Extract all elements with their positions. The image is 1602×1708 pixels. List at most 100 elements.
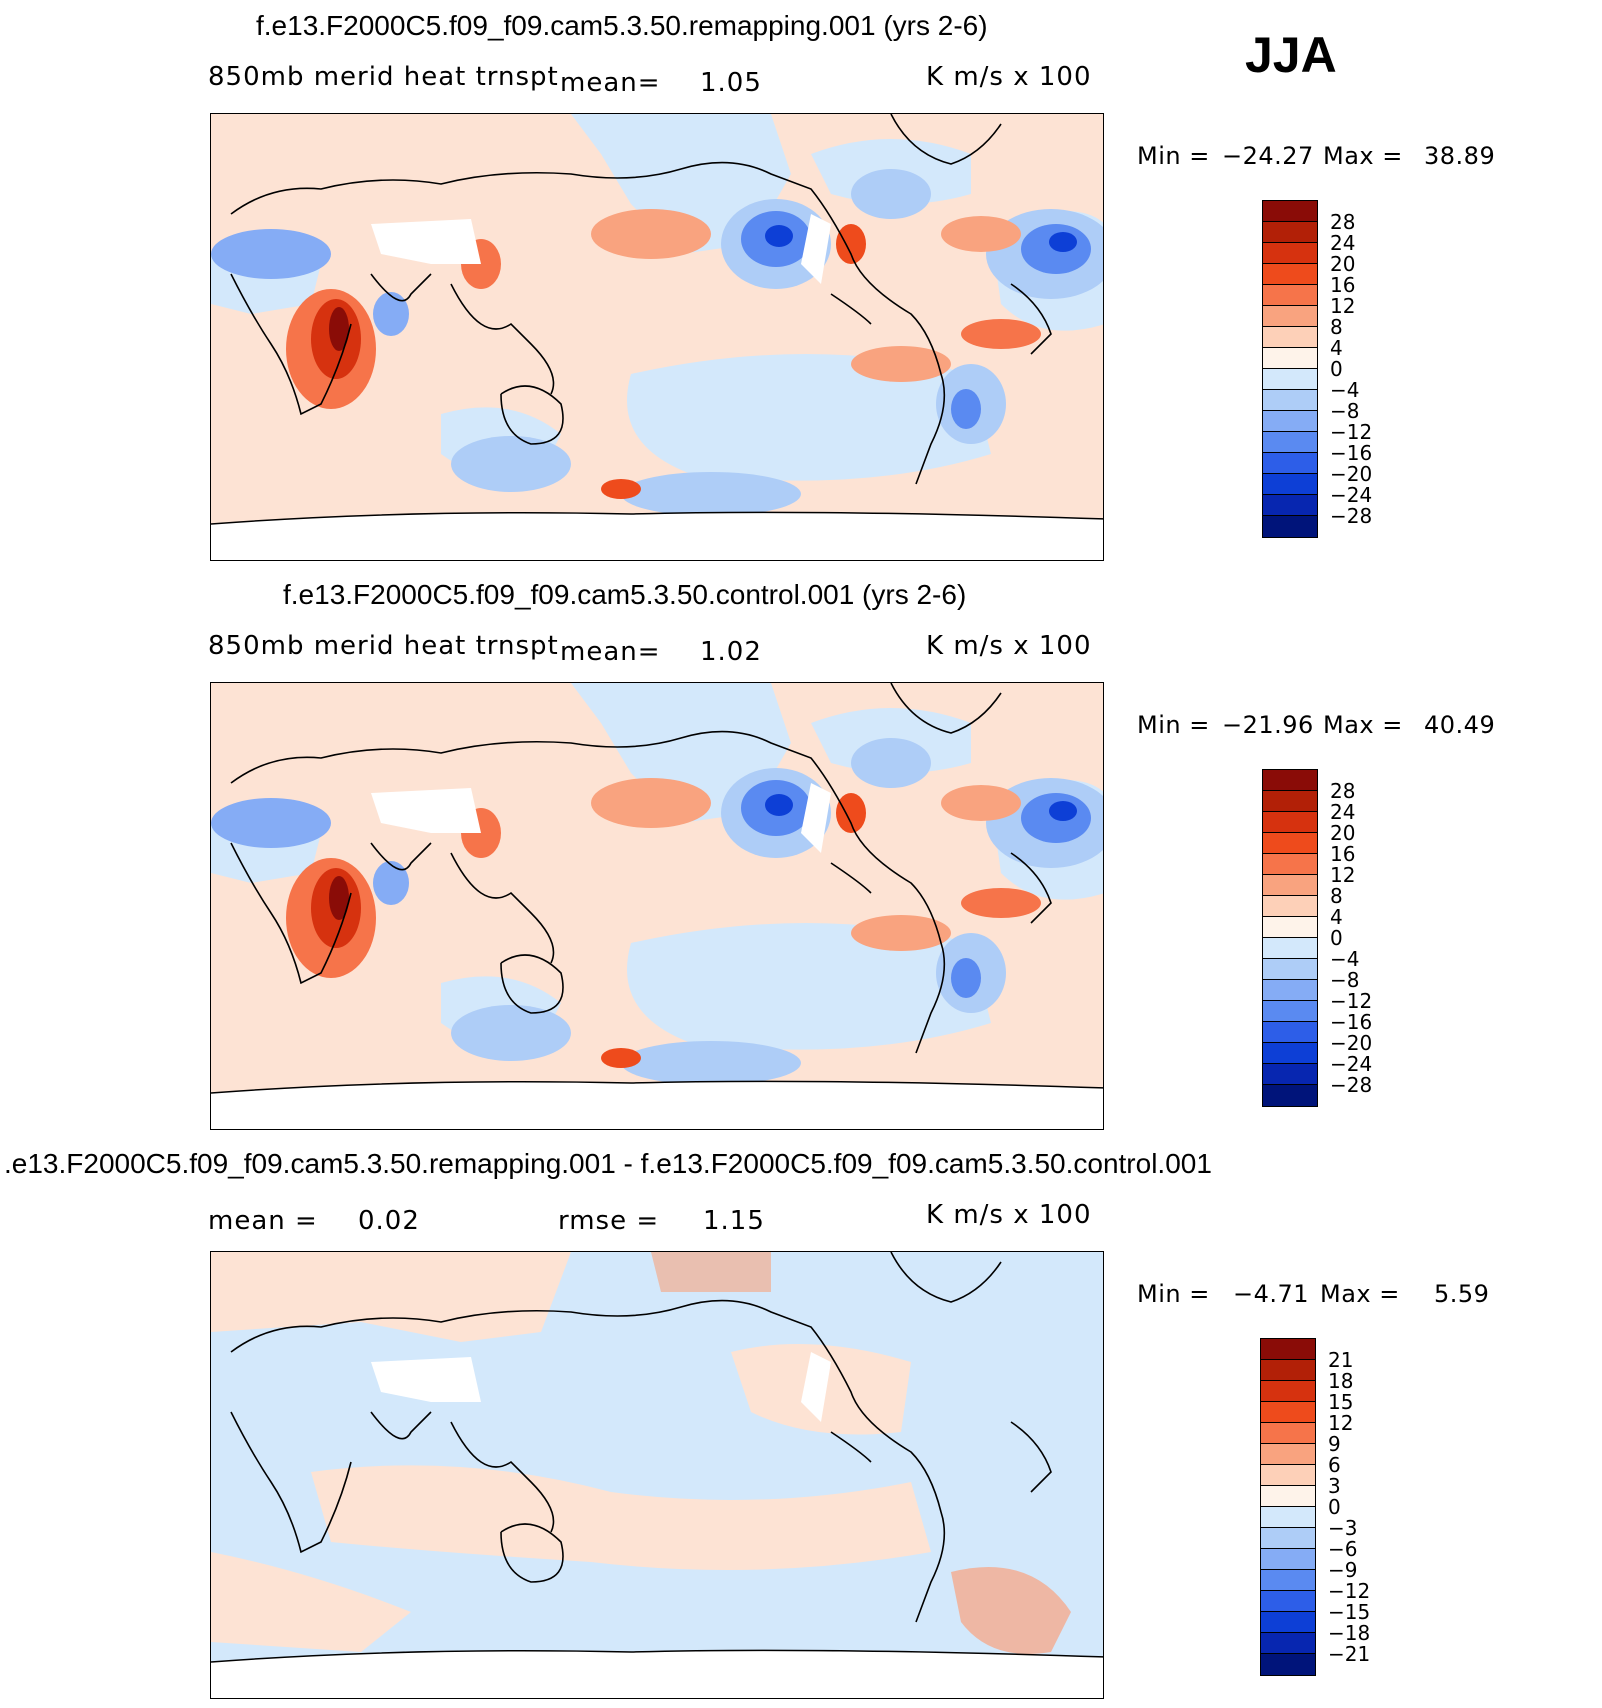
map-svg	[211, 114, 1103, 560]
mean-value: 1.05	[700, 68, 762, 98]
colorbar-tick-label: 0	[1328, 1495, 1341, 1519]
colorbar-box	[1263, 896, 1317, 917]
colorbar-box	[1261, 1654, 1315, 1675]
map-svg	[211, 683, 1103, 1129]
colorbar-box	[1263, 1043, 1317, 1064]
colorbar-tick-label: −3	[1328, 1516, 1358, 1540]
colorbar	[1260, 1338, 1316, 1676]
colorbar-box	[1263, 453, 1317, 474]
colorbar-tick-label: 9	[1328, 1432, 1341, 1456]
colorbar	[1262, 200, 1318, 538]
max-value: 38.89	[1424, 142, 1496, 170]
colorbar-box	[1261, 1528, 1315, 1549]
colorbar-box	[1263, 474, 1317, 495]
colorbar-tick-label: −8	[1330, 399, 1360, 423]
contour-map	[210, 113, 1104, 561]
units-label: K m/s x 100	[926, 62, 1092, 92]
colorbar-box	[1261, 1402, 1315, 1423]
colorbar-tick-label: 0	[1330, 357, 1343, 381]
colorbar-box	[1263, 432, 1317, 453]
colorbar-tick-label: −4	[1330, 378, 1360, 402]
mean-value: 0.02	[358, 1206, 420, 1236]
map-svg	[211, 1252, 1103, 1698]
colorbar-tick-label: 24	[1330, 800, 1356, 824]
colorbar-tick-label: −4	[1330, 947, 1360, 971]
colorbar-tick-label: −15	[1328, 1600, 1371, 1624]
colorbar-box	[1261, 1570, 1315, 1591]
colorbar-tick-label: 8	[1330, 884, 1343, 908]
colorbar-tick-label: 16	[1330, 842, 1356, 866]
colorbar-tick-label: 15	[1328, 1390, 1354, 1414]
max-label: Max =	[1323, 142, 1403, 170]
colorbar-box	[1263, 1064, 1317, 1085]
colorbar-tick-label: −20	[1330, 1031, 1373, 1055]
season-label: JJA	[1245, 27, 1337, 83]
colorbar-tick-label: −28	[1330, 1073, 1373, 1097]
colorbar-tick-label: −18	[1328, 1621, 1371, 1645]
colorbar-tick-label: 12	[1330, 863, 1356, 887]
colorbar-box	[1263, 285, 1317, 306]
colorbar-box	[1263, 369, 1317, 390]
colorbar-box	[1263, 306, 1317, 327]
colorbar-box	[1263, 348, 1317, 369]
colorbar-tick-label: −20	[1330, 462, 1373, 486]
min-value: −4.71	[1233, 1280, 1310, 1308]
colorbar-tick-label: −21	[1328, 1642, 1371, 1666]
colorbar-box	[1263, 411, 1317, 432]
colorbar-tick-label: 20	[1330, 252, 1356, 276]
colorbar-box	[1263, 980, 1317, 1001]
variable-label: 850mb merid heat trnspt	[208, 631, 559, 661]
colorbar-box	[1263, 264, 1317, 285]
mean-value: 1.02	[700, 637, 762, 667]
colorbar-box	[1263, 222, 1317, 243]
contour-map	[210, 682, 1104, 1130]
colorbar-tick-label: 4	[1330, 905, 1343, 929]
colorbar-tick-label: 4	[1330, 336, 1343, 360]
min-value: −21.96	[1222, 711, 1314, 739]
colorbar-tick-label: −8	[1330, 968, 1360, 992]
colorbar-tick-label: 20	[1330, 821, 1356, 845]
colorbar-box	[1263, 390, 1317, 411]
min-value: −24.27	[1222, 142, 1314, 170]
colorbar-tick-label: −24	[1330, 483, 1373, 507]
colorbar-tick-label: 8	[1330, 315, 1343, 339]
colorbar-tick-label: 12	[1328, 1411, 1354, 1435]
contour-map	[210, 1251, 1104, 1699]
colorbar-tick-label: 21	[1328, 1348, 1354, 1372]
mean-label: mean =	[208, 1206, 318, 1236]
colorbar-box	[1263, 1001, 1317, 1022]
mean-label: mean=	[560, 68, 661, 98]
colorbar-box	[1261, 1549, 1315, 1570]
colorbar-box	[1261, 1507, 1315, 1528]
units-label: K m/s x 100	[926, 631, 1092, 661]
panel-control: f.e13.F2000C5.f09_f09.cam5.3.50.control.…	[0, 569, 1602, 1139]
colorbar-tick-label: 3	[1328, 1474, 1341, 1498]
colorbar-box	[1263, 243, 1317, 264]
colorbar-tick-label: 12	[1330, 294, 1356, 318]
colorbar-tick-label: 6	[1328, 1453, 1341, 1477]
colorbar-box	[1263, 201, 1317, 222]
colorbar-tick-label: 24	[1330, 231, 1356, 255]
colorbar-box	[1261, 1633, 1315, 1654]
variable-label: 850mb merid heat trnspt	[208, 62, 559, 92]
rmse-label: rmse =	[558, 1206, 660, 1236]
max-label: Max =	[1323, 711, 1403, 739]
colorbar-box	[1263, 917, 1317, 938]
colorbar-box	[1263, 516, 1317, 537]
colorbar	[1262, 769, 1318, 1107]
panel-title: f.e13.F2000C5.f09_f09.cam5.3.50.control.…	[283, 579, 967, 610]
colorbar-box	[1263, 791, 1317, 812]
panel-title: f.e13.F2000C5.f09_f09.cam5.3.50.remappin…	[256, 10, 988, 41]
colorbar-box	[1261, 1381, 1315, 1402]
colorbar-box	[1261, 1486, 1315, 1507]
colorbar-tick-label: −24	[1330, 1052, 1373, 1076]
colorbar-box	[1263, 938, 1317, 959]
colorbar-tick-label: 28	[1330, 779, 1356, 803]
colorbar-tick-label: −12	[1330, 989, 1373, 1013]
colorbar-box	[1261, 1465, 1315, 1486]
colorbar-box	[1263, 1085, 1317, 1106]
colorbar-tick-label: −28	[1330, 504, 1373, 528]
panel-remapping: f.e13.F2000C5.f09_f09.cam5.3.50.remappin…	[0, 0, 1602, 570]
colorbar-tick-label: −9	[1328, 1558, 1358, 1582]
colorbar-box	[1263, 833, 1317, 854]
